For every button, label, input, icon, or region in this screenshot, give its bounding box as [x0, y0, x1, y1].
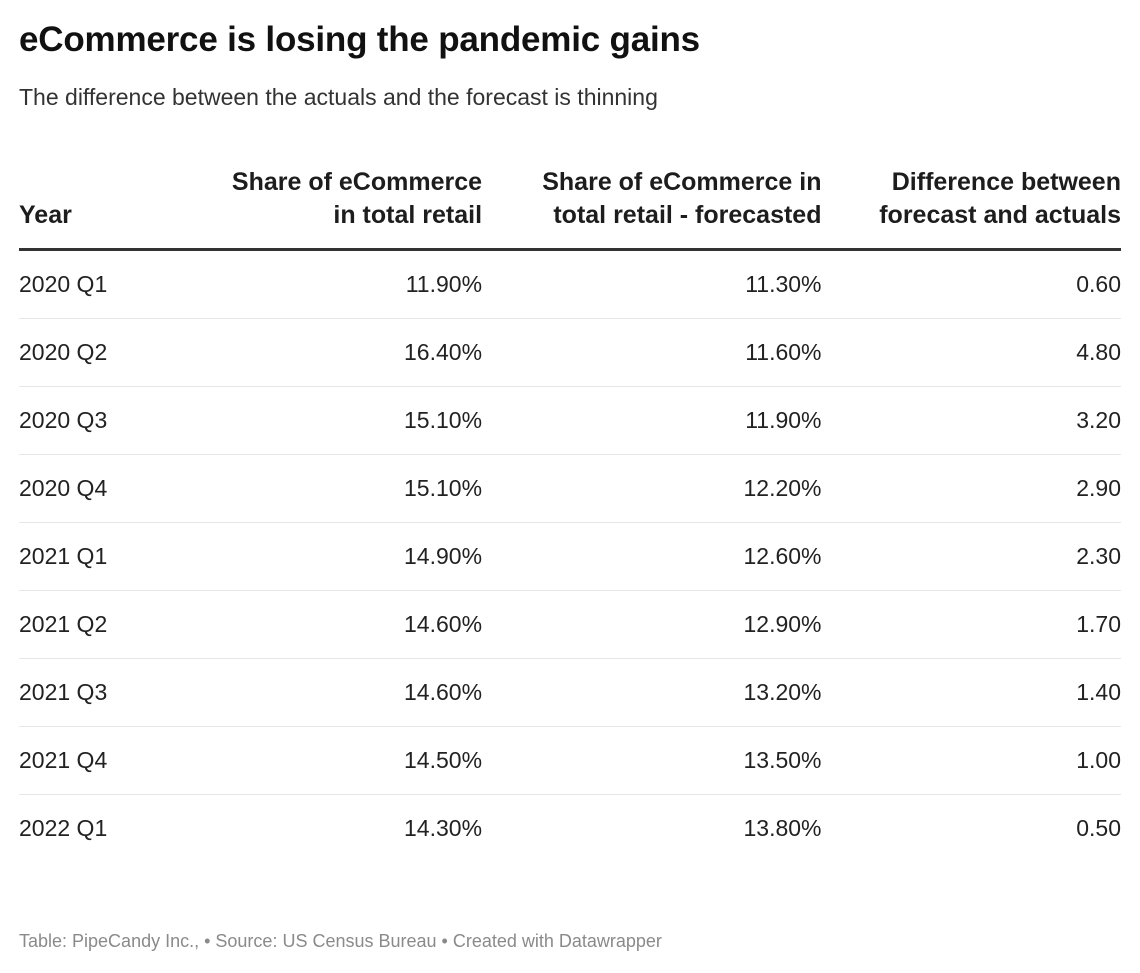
- difference-cell: 3.20: [821, 386, 1121, 455]
- share-forecast-cell: 12.60%: [482, 522, 822, 591]
- share-actual-cell: 14.90%: [198, 522, 483, 591]
- difference-cell: 2.30: [821, 522, 1121, 591]
- table-row: 2021 Q1 14.90% 12.60% 2.30: [19, 522, 1121, 591]
- table-row: 2021 Q2 14.60% 12.90% 1.70: [19, 590, 1121, 659]
- share-forecast-cell: 13.20%: [482, 658, 822, 727]
- year-cell: 2022 Q1: [19, 815, 108, 841]
- table-row: 2020 Q3 15.10% 11.90% 3.20: [19, 386, 1121, 455]
- data-table: Year Share of eCommerce in total retail …: [19, 166, 1121, 862]
- column-header-share-forecast: Share of eCommerce in total retail - for…: [482, 166, 822, 251]
- column-header-difference: Difference between forecast and actuals: [821, 166, 1121, 251]
- share-forecast-cell: 11.60%: [482, 318, 822, 387]
- year-cell: 2021 Q2: [19, 590, 199, 659]
- share-forecast-cell: 12.90%: [482, 590, 822, 659]
- table-row: 2020 Q4 15.10% 12.20% 2.90: [19, 454, 1121, 523]
- table-row: 2021 Q4 14.50% 13.50% 1.00: [19, 726, 1121, 795]
- difference-cell: 2.90: [821, 454, 1121, 523]
- header-row: Year Share of eCommerce in total retail …: [19, 166, 1121, 251]
- footer-credits: Table: PipeCandy Inc., • Source: US Cens…: [19, 931, 662, 951]
- share-forecast-cell: 13.80%: [743, 815, 822, 841]
- share-forecast-cell: 12.20%: [482, 454, 822, 523]
- difference-cell: 0.60: [821, 249, 1121, 319]
- column-header-year: Year: [19, 166, 199, 251]
- chart-title: eCommerce is losing the pandemic gains: [19, 20, 700, 59]
- share-forecast-cell: 11.90%: [482, 386, 822, 455]
- year-cell: 2020 Q2: [19, 318, 199, 387]
- share-actual-cell: 14.60%: [198, 658, 483, 727]
- year-cell: 2021 Q4: [19, 726, 199, 795]
- share-forecast-cell: 11.30%: [482, 249, 822, 319]
- year-cell: 2020 Q3: [19, 386, 199, 455]
- share-actual-cell: 11.90%: [198, 249, 483, 319]
- difference-cell: 0.50: [1076, 815, 1121, 841]
- difference-cell: 1.00: [821, 726, 1121, 795]
- share-actual-cell: 14.50%: [198, 726, 483, 795]
- table-row: 2021 Q3 14.60% 13.20% 1.40: [19, 658, 1121, 727]
- difference-cell: 1.40: [821, 658, 1121, 727]
- table-row: 2020 Q2 16.40% 11.60% 4.80: [19, 318, 1121, 387]
- chart-subtitle: The difference between the actuals and t…: [19, 84, 658, 110]
- year-cell: 2021 Q1: [19, 522, 199, 591]
- share-actual-cell: 16.40%: [198, 318, 483, 387]
- share-actual-cell: 14.60%: [198, 590, 483, 659]
- table-row: 2020 Q1 11.90% 11.30% 0.60: [19, 249, 1121, 319]
- year-cell: 2020 Q4: [19, 454, 199, 523]
- year-cell: 2020 Q1: [19, 249, 199, 319]
- difference-cell: 4.80: [821, 318, 1121, 387]
- share-forecast-cell: 13.50%: [482, 726, 822, 795]
- year-cell: 2021 Q3: [19, 658, 199, 727]
- table-row: 2022 Q1 14.30% 13.80% 0.50: [19, 795, 1121, 863]
- column-header-share-actual: Share of eCommerce in total retail: [198, 166, 483, 251]
- difference-cell: 1.70: [821, 590, 1121, 659]
- share-actual-cell: 14.30%: [404, 815, 483, 841]
- share-actual-cell: 15.10%: [198, 454, 483, 523]
- share-actual-cell: 15.10%: [198, 386, 483, 455]
